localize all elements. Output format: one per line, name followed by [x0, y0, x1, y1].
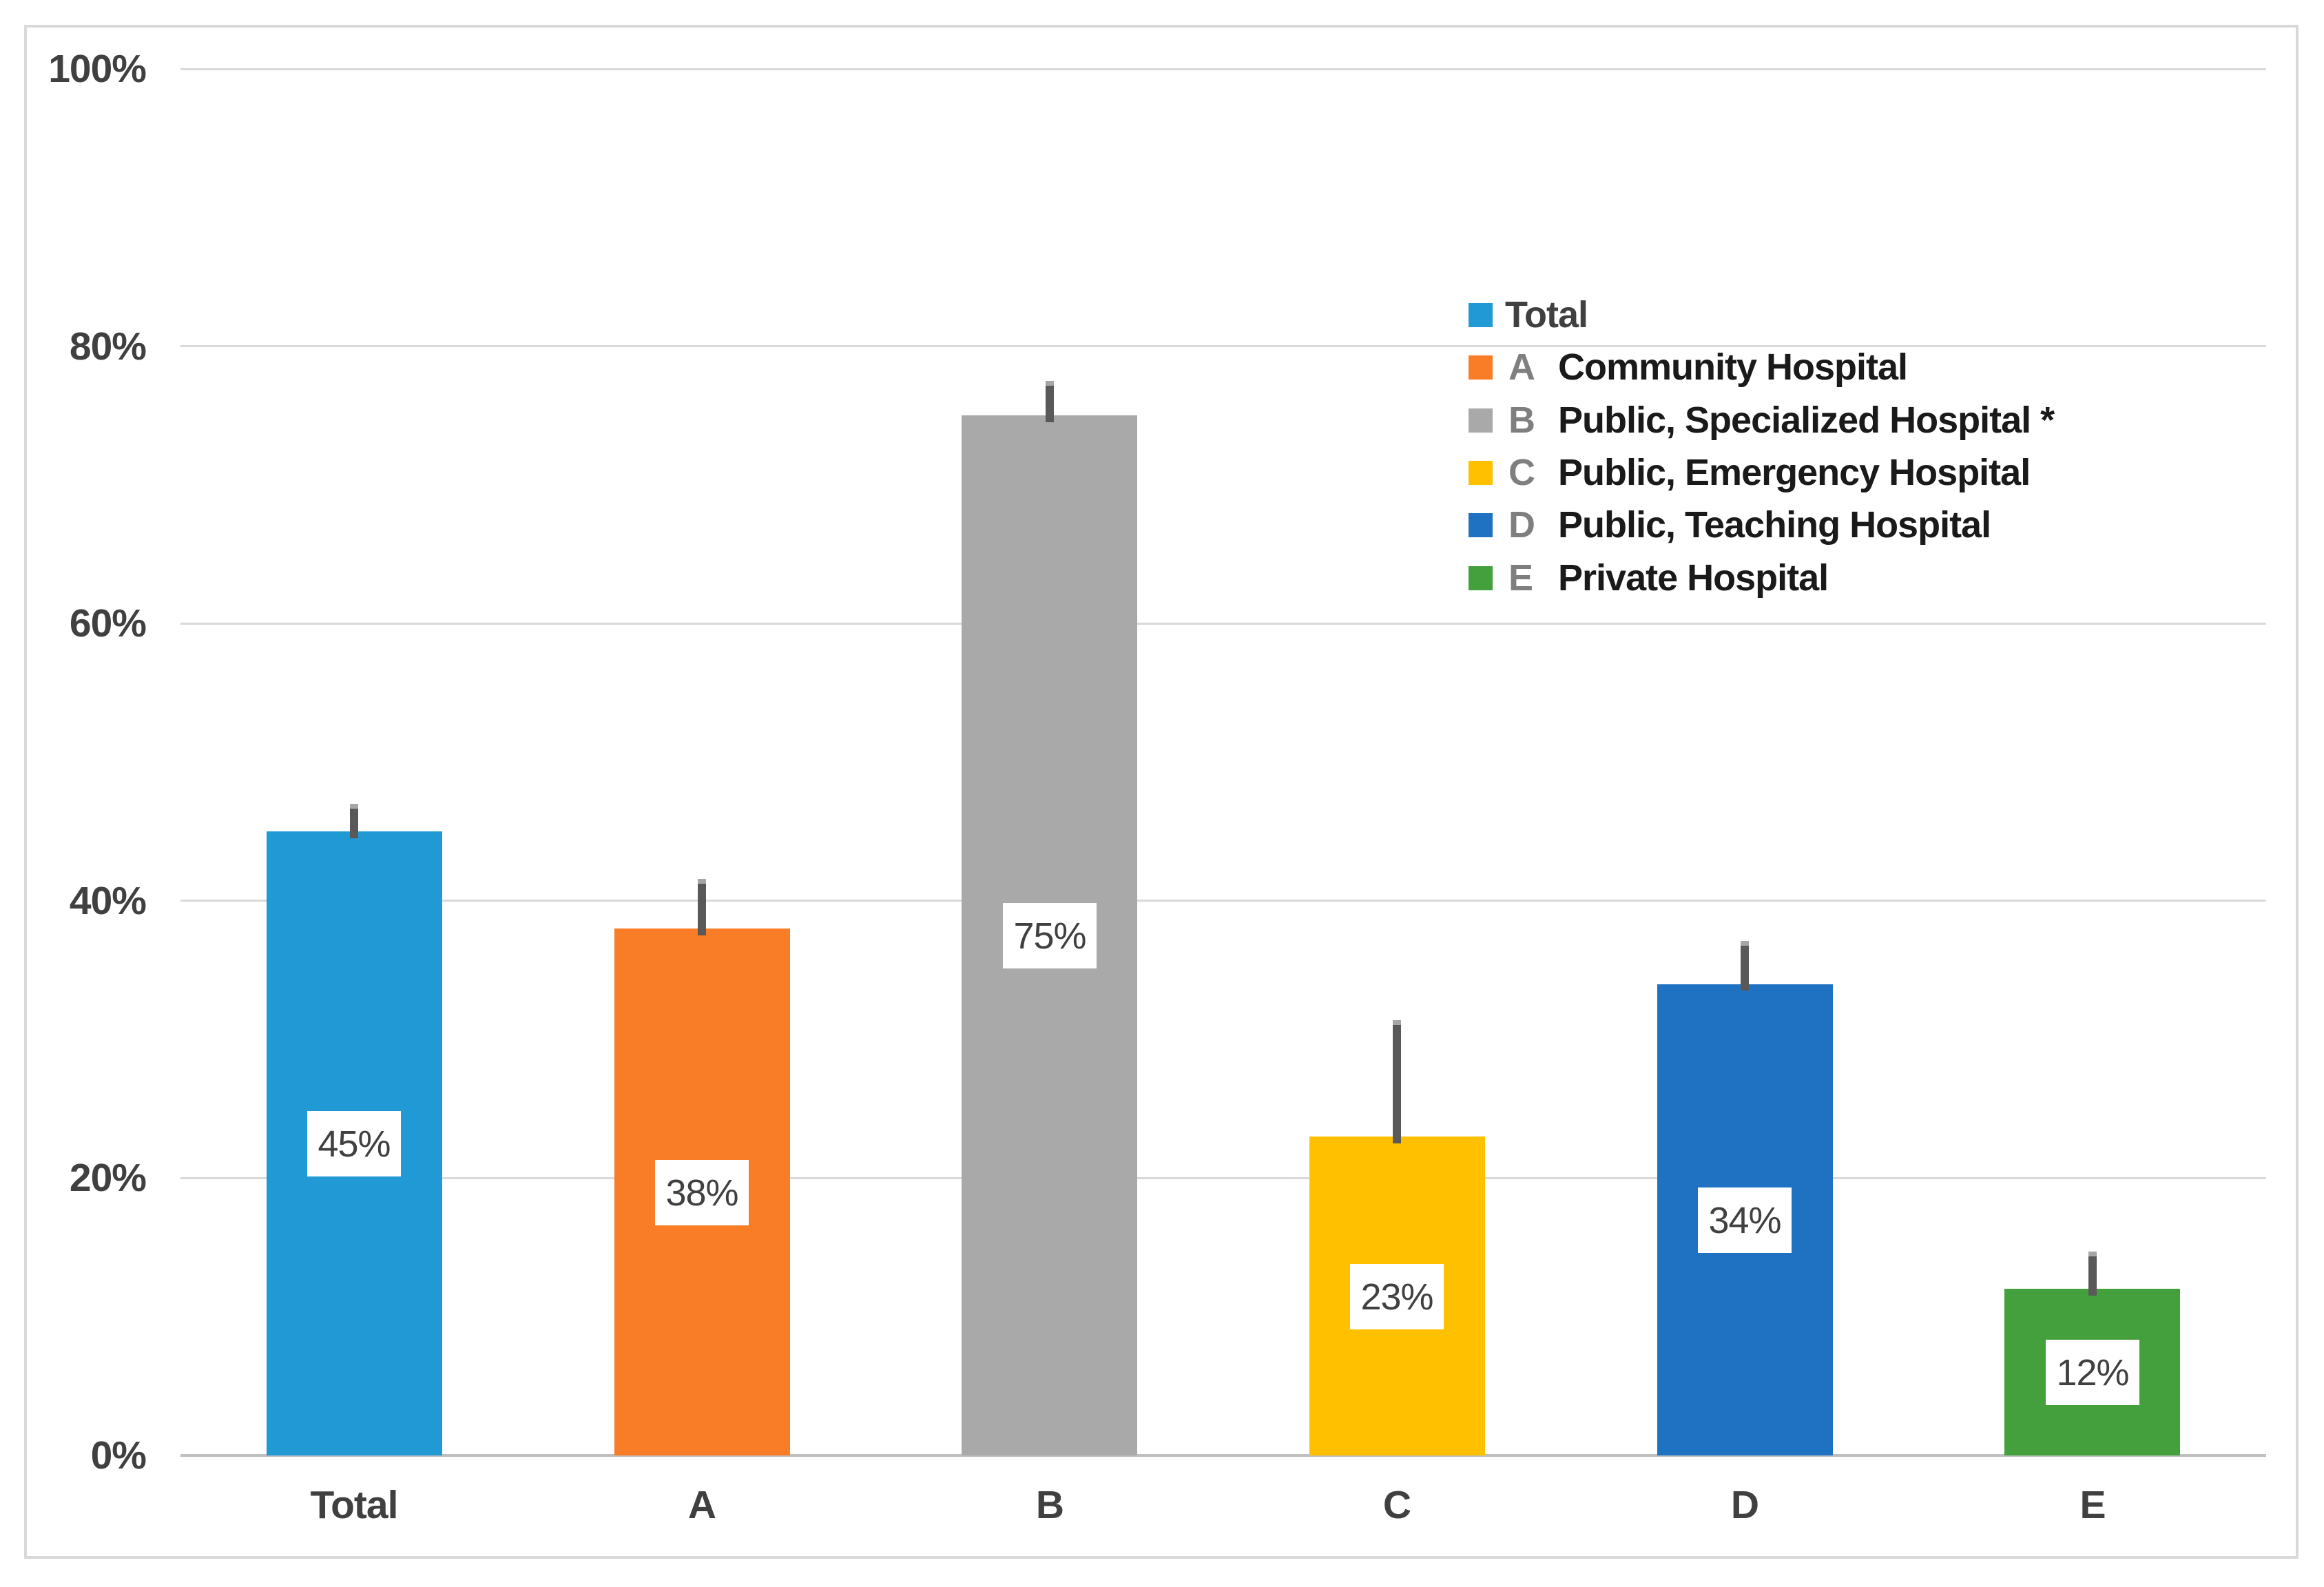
- legend-label-total: Total: [1505, 294, 1588, 335]
- y-tick-label-40: 40%: [69, 879, 147, 923]
- error-bar-cap-d: [1741, 941, 1749, 946]
- y-tick-label-60: 60%: [69, 601, 147, 645]
- legend-swatch-d: [1469, 512, 1493, 537]
- x-category-label-a: A: [687, 1483, 716, 1527]
- error-bar-cap-e: [2088, 1252, 2097, 1256]
- data-label-e: 12%: [2046, 1340, 2139, 1405]
- legend-key-a: A: [1508, 346, 1535, 388]
- legend-key-c: C: [1508, 452, 1535, 493]
- legend-item-d: D Public, Teaching Hospital: [1469, 499, 1991, 551]
- gridline-40: [180, 900, 2266, 902]
- y-tick-label-20: 20%: [69, 1156, 147, 1200]
- legend-label-b: Public, Specialized Hospital *: [1558, 400, 2055, 441]
- legend-item-a: A Community Hospital: [1469, 341, 1908, 393]
- legend-swatch-a: [1469, 355, 1493, 380]
- data-label-d: 34%: [1698, 1187, 1792, 1253]
- error-bar-a: [698, 884, 706, 935]
- gridline-80: [180, 345, 2266, 347]
- error-bar-e: [2088, 1256, 2097, 1296]
- data-label-total: 45%: [307, 1111, 401, 1176]
- error-bar-cap-total: [350, 804, 358, 809]
- x-category-label-d: D: [1730, 1483, 1759, 1527]
- y-tick-label-100: 100%: [48, 47, 147, 91]
- error-bar-cap-b: [1046, 381, 1054, 386]
- error-bar-d: [1741, 946, 1749, 990]
- legend-key-e: E: [1508, 557, 1533, 599]
- error-bar-b: [1046, 386, 1054, 422]
- x-axis-line: [180, 1454, 2266, 1457]
- legend-swatch-e: [1469, 566, 1493, 590]
- gridline-20: [180, 1177, 2266, 1179]
- legend-label-e: Private Hospital: [1558, 557, 1829, 599]
- legend-item-total: Total: [1469, 289, 1588, 341]
- data-label-c: 23%: [1350, 1264, 1444, 1329]
- x-category-label-total: Total: [310, 1483, 399, 1527]
- error-bar-cap-c: [1393, 1020, 1401, 1025]
- legend-item-c: C Public, Emergency Hospital: [1469, 446, 2031, 499]
- x-category-label-b: B: [1035, 1483, 1064, 1527]
- legend-swatch-b: [1469, 408, 1493, 433]
- legend-label-a: Community Hospital: [1558, 346, 1908, 388]
- x-category-label-c: C: [1382, 1483, 1411, 1527]
- error-bar-c: [1393, 1025, 1401, 1143]
- data-label-b: 75%: [1003, 903, 1097, 968]
- y-tick-label-0: 0%: [90, 1433, 147, 1477]
- legend-label-c: Public, Emergency Hospital: [1558, 452, 2031, 493]
- legend-swatch-c: [1469, 460, 1493, 485]
- legend-swatch-total: [1469, 302, 1493, 327]
- gridline-60: [180, 623, 2266, 625]
- legend-item-b: B Public, Specialized Hospital *: [1469, 394, 2055, 446]
- y-tick-label-80: 80%: [69, 324, 147, 369]
- legend-label-d: Public, Teaching Hospital: [1558, 504, 1991, 546]
- x-category-label-e: E: [2079, 1483, 2106, 1527]
- data-label-a: 38%: [655, 1160, 749, 1225]
- legend-key-d: D: [1508, 504, 1535, 546]
- legend-item-e: E Private Hospital: [1469, 552, 1829, 604]
- gridline-100: [180, 68, 2266, 70]
- legend-key-b: B: [1508, 400, 1535, 441]
- error-bar-total: [350, 809, 358, 838]
- error-bar-cap-a: [698, 879, 706, 884]
